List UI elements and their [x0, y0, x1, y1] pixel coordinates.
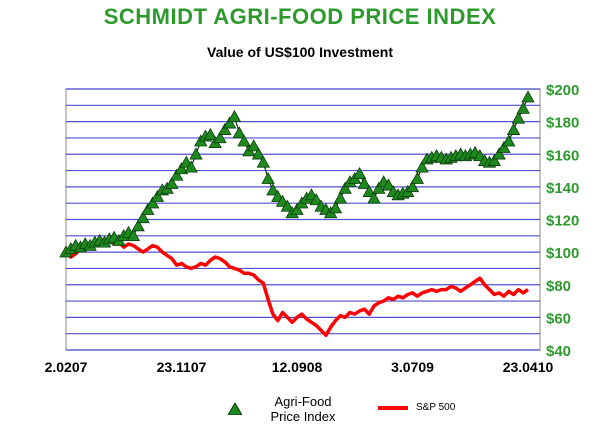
agri-food-point — [290, 202, 304, 215]
line-swatch-icon — [378, 405, 408, 410]
agri-food-point — [213, 131, 227, 144]
agri-food-point — [502, 134, 516, 147]
agri-food-point — [372, 181, 386, 194]
agri-food-point — [521, 90, 535, 103]
agri-food-point — [184, 160, 198, 173]
agri-food-point — [357, 176, 372, 189]
agri-food-point — [232, 126, 246, 139]
y-tick-label: $80 — [546, 278, 571, 295]
agri-food-point — [131, 219, 145, 232]
agri-food-point — [352, 167, 367, 180]
agri-food-point — [367, 191, 381, 204]
agri-food-point — [497, 140, 511, 153]
agri-food-point — [218, 122, 232, 135]
chart-title: SCHMIDT AGRI-FOOD PRICE INDEX — [103, 4, 497, 29]
x-tick-label: 3.0709 — [391, 359, 434, 375]
legend: Agri-Food Price Index S&P 500 — [228, 394, 528, 434]
agri-food-point — [338, 181, 352, 194]
agri-food-point — [511, 111, 526, 124]
legend-item-sp500: S&P 500 — [378, 402, 455, 413]
agri-food-point — [405, 180, 420, 193]
agri-food-point — [174, 162, 189, 175]
agri-food-point — [141, 202, 155, 215]
y-tick-label: $200 — [546, 82, 579, 99]
sp500-line — [64, 237, 529, 338]
y-tick-label: $40 — [546, 343, 571, 360]
agri-food-point — [266, 183, 280, 196]
agri-food-point — [136, 211, 150, 224]
y-tick-label: $160 — [546, 147, 579, 164]
agri-food-point — [516, 101, 530, 114]
agri-food-point — [261, 171, 275, 184]
agri-food-point — [487, 153, 501, 166]
legend-label-sp500: S&P 500 — [416, 402, 456, 413]
agri-food-point — [189, 147, 203, 160]
y-tick-label: $60 — [546, 310, 571, 327]
legend-item-agri-food: Agri-Food Price Index — [228, 394, 358, 424]
agri-food-point — [170, 168, 184, 181]
y-tick-label: $180 — [546, 115, 579, 132]
agri-food-point — [165, 176, 179, 189]
agri-food-point — [256, 155, 270, 168]
x-tick-label: 23.1107 — [157, 359, 207, 375]
legend-label-agri-food: Agri-Food Price Index — [270, 394, 336, 424]
agri-food-point — [237, 134, 251, 147]
triangle-marker-icon — [228, 403, 242, 415]
chart-subtitle: Value of US$100 Investment — [207, 44, 393, 60]
agri-food-point — [251, 147, 266, 160]
y-tick-label: $100 — [546, 245, 579, 262]
agri-food-point — [145, 196, 160, 209]
agri-food-point — [222, 116, 237, 129]
x-tick-label: 2.0207 — [45, 359, 88, 375]
agri-food-point — [247, 139, 261, 152]
agri-food-point — [280, 199, 295, 212]
agri-food-point — [227, 109, 242, 122]
agri-food-point — [203, 127, 218, 140]
agri-food-point — [333, 191, 347, 204]
agri-food-point — [362, 184, 376, 197]
agri-food-point — [415, 160, 429, 173]
agri-food-point — [492, 147, 506, 160]
agri-food-point — [381, 178, 396, 191]
x-tick-label: 12.0908 — [272, 359, 323, 375]
agri-food-point — [410, 171, 424, 184]
agri-food-point — [506, 122, 521, 135]
agri-food-point — [328, 201, 343, 214]
agri-food-point — [126, 228, 141, 242]
y-tick-label: $140 — [546, 180, 579, 197]
agri-food-point — [150, 189, 165, 202]
agri-food-point — [309, 193, 323, 206]
x-tick-label: 23.0410 — [503, 359, 554, 375]
y-tick-label: $120 — [546, 213, 579, 230]
